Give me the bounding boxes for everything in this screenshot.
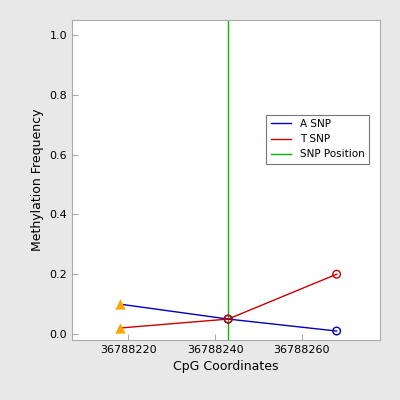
Point (334, 328, 340, 334)
Point (225, 316, 231, 322)
Point (116, 301, 123, 307)
Legend: A SNP, T SNP, SNP Position: A SNP, T SNP, SNP Position (266, 115, 369, 164)
Y-axis label: Methylation Frequency: Methylation Frequency (31, 109, 44, 251)
Point (116, 325, 123, 331)
Point (225, 316, 231, 322)
Point (334, 271, 340, 278)
X-axis label: CpG Coordinates: CpG Coordinates (173, 360, 279, 374)
